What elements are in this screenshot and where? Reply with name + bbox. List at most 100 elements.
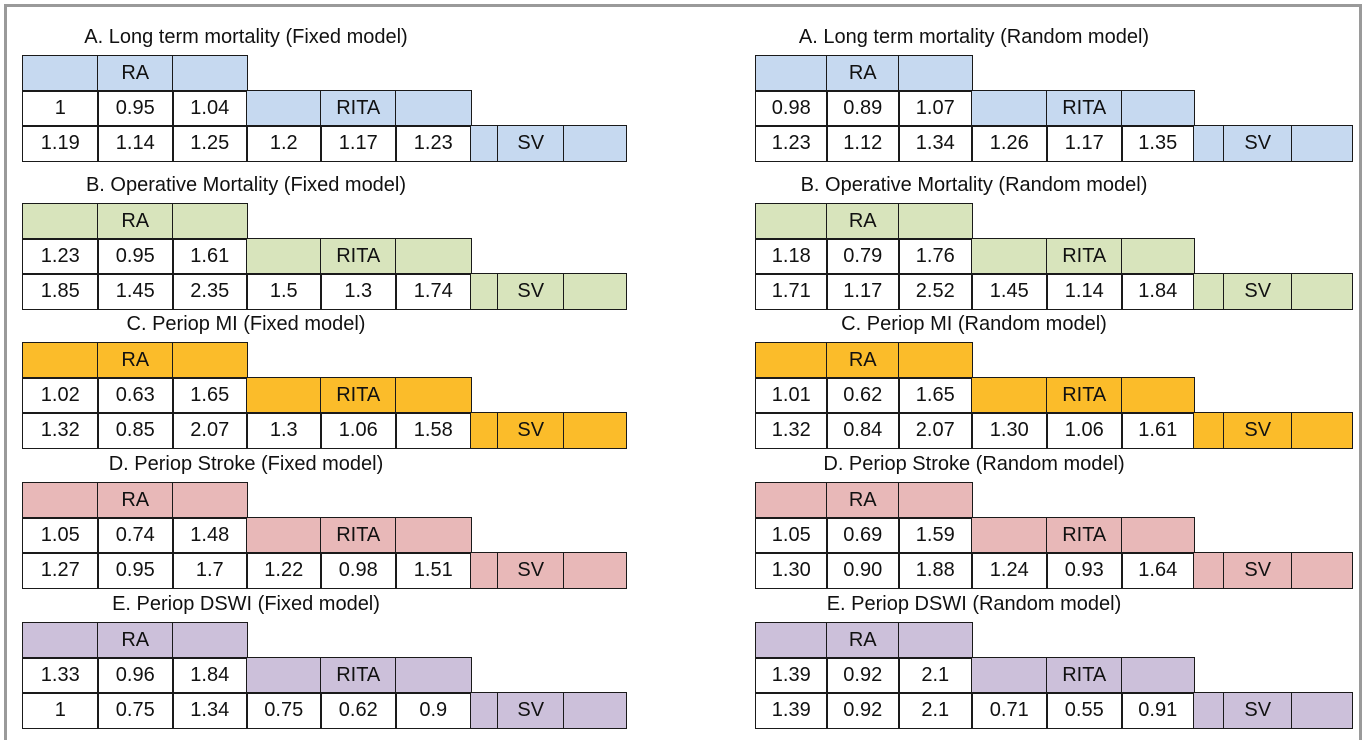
header-label: RA <box>97 55 174 92</box>
header-label: RA <box>97 482 174 519</box>
header-cell <box>755 482 828 519</box>
panel-title: C. Periop MI (Random model) <box>841 313 1107 335</box>
header-cell <box>971 517 1048 554</box>
header-cell <box>470 273 499 310</box>
value-cell: 1.22 <box>246 552 322 589</box>
figure-frame <box>4 4 1362 740</box>
value-cell: 1.27 <box>22 552 99 589</box>
value-cell: 1.17 <box>1046 125 1123 162</box>
value-cell: 1.17 <box>826 273 900 310</box>
value-cell: 1.48 <box>172 517 248 554</box>
value-cell: 1.34 <box>898 125 973 162</box>
value-cell: 2.07 <box>172 412 248 449</box>
header-cell <box>898 203 973 240</box>
header-cell <box>971 90 1048 127</box>
value-cell: 0.98 <box>320 552 397 589</box>
value-cell: 0.75 <box>97 692 174 729</box>
header-cell <box>755 342 828 379</box>
value-cell: 1.64 <box>1121 552 1195 589</box>
header-label: RA <box>826 482 900 519</box>
header-label: RA <box>97 622 174 659</box>
value-cell: 1.3 <box>320 273 397 310</box>
header-cell <box>1121 657 1195 694</box>
header-label: RITA <box>320 377 397 414</box>
value-cell: 1.12 <box>826 125 900 162</box>
header-cell <box>755 203 828 240</box>
value-cell: 1.76 <box>898 238 973 275</box>
header-cell <box>898 342 973 379</box>
value-cell: 1.14 <box>1046 273 1123 310</box>
header-cell <box>971 377 1048 414</box>
header-cell <box>898 482 973 519</box>
header-cell <box>172 55 248 92</box>
value-cell: 1.05 <box>755 517 828 554</box>
value-cell: 1.14 <box>97 125 174 162</box>
value-cell: 1.35 <box>1121 125 1195 162</box>
value-cell: 1.23 <box>395 125 472 162</box>
panel-title: A. Long term mortality (Fixed model) <box>84 26 408 48</box>
value-cell: 1.84 <box>1121 273 1195 310</box>
header-cell <box>246 90 322 127</box>
header-label: RITA <box>320 90 397 127</box>
value-cell: 0.62 <box>320 692 397 729</box>
header-label: RITA <box>320 517 397 554</box>
value-cell: 1.65 <box>172 377 248 414</box>
value-cell: 1.34 <box>172 692 248 729</box>
value-cell: 1.19 <box>22 125 99 162</box>
panel-title: E. Periop DSWI (Random model) <box>826 593 1122 615</box>
header-cell <box>22 482 99 519</box>
header-cell <box>22 622 99 659</box>
value-cell: 0.84 <box>826 412 900 449</box>
header-cell <box>563 412 627 449</box>
header-cell <box>898 622 973 659</box>
header-cell <box>470 692 499 729</box>
value-cell: 1.23 <box>755 125 828 162</box>
value-cell: 1.51 <box>395 552 472 589</box>
header-cell <box>1193 692 1225 729</box>
value-cell: 0.92 <box>826 657 900 694</box>
header-cell <box>755 55 828 92</box>
header-cell <box>172 203 248 240</box>
header-cell <box>1291 552 1353 589</box>
header-cell <box>246 657 322 694</box>
value-cell: 0.63 <box>97 377 174 414</box>
header-cell <box>1291 273 1353 310</box>
header-cell <box>1291 412 1353 449</box>
value-cell: 2.35 <box>172 273 248 310</box>
header-cell <box>22 342 99 379</box>
header-label: RITA <box>1046 90 1123 127</box>
header-cell <box>172 622 248 659</box>
value-cell: 1.88 <box>898 552 973 589</box>
value-cell: 1.45 <box>97 273 174 310</box>
header-label: RA <box>97 203 174 240</box>
value-cell: 0.91 <box>1121 692 1195 729</box>
header-label: SV <box>1223 552 1293 589</box>
header-cell <box>22 203 99 240</box>
value-cell: 1.71 <box>755 273 828 310</box>
value-cell: 1.5 <box>246 273 322 310</box>
value-cell: 2.52 <box>898 273 973 310</box>
value-cell: 2.1 <box>898 692 973 729</box>
value-cell: 1.58 <box>395 412 472 449</box>
value-cell: 1.59 <box>898 517 973 554</box>
value-cell: 1.04 <box>172 90 248 127</box>
value-cell: 2.1 <box>898 657 973 694</box>
header-label: RITA <box>1046 517 1123 554</box>
panel-title: B. Operative Mortality (Random model) <box>800 174 1148 196</box>
header-cell <box>395 377 472 414</box>
header-label: SV <box>1223 692 1293 729</box>
value-cell: 1.32 <box>755 412 828 449</box>
header-cell <box>971 657 1048 694</box>
value-cell: 0.95 <box>97 552 174 589</box>
value-cell: 0.95 <box>97 238 174 275</box>
value-cell: 1 <box>22 90 99 127</box>
header-cell <box>395 657 472 694</box>
value-cell: 1.39 <box>755 692 828 729</box>
header-cell <box>1121 517 1195 554</box>
value-cell: 0.55 <box>1046 692 1123 729</box>
header-label: SV <box>1223 273 1293 310</box>
header-cell <box>246 377 322 414</box>
header-label: SV <box>497 273 565 310</box>
value-cell: 1.33 <box>22 657 99 694</box>
